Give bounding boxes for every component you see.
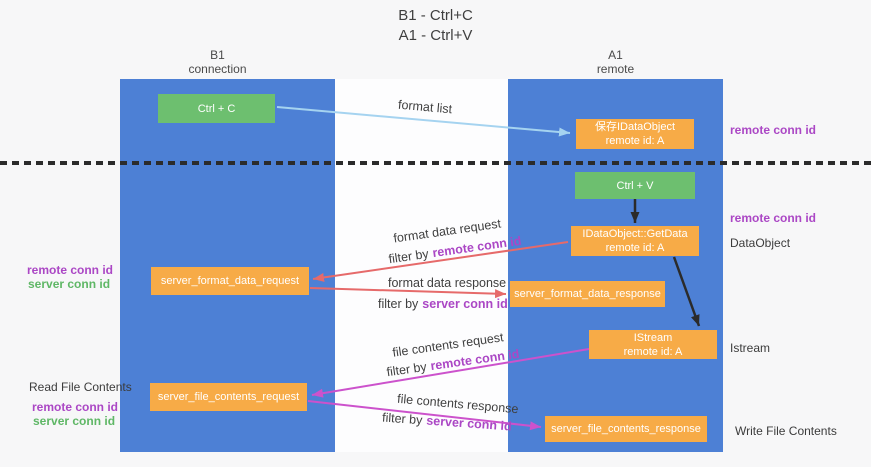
istream-line2: remote id: A [623,345,683,358]
ctrl-v-label: Ctrl + V [616,179,654,192]
right-column-name: A1 [608,48,623,62]
left-remote-conn-id-annotation-2: remote conn id [32,400,119,414]
server-file-contents-response-label: server_file_contents_response [551,423,701,435]
getdata-line1: IDataObject::GetData [582,228,688,240]
left-server-conn-id-annotation-1: server conn id [28,277,111,291]
ctrl-c-label: Ctrl + C [197,102,236,115]
right-remote-conn-id-annotation-1: remote conn id [730,123,817,137]
right-column-subtitle: remote [596,62,635,76]
diagram-title: B1 - Ctrl+C A1 - Ctrl+V [0,6,871,46]
server-format-data-response-box: server_format_data_response [510,281,665,307]
right-remote-conn-id-annotation-2: remote conn id [730,211,817,225]
left-column-header: B1 connection [110,48,325,76]
server-file-contents-response-box: server_file_contents_response [545,416,707,442]
phase-separator-dashed-line [0,161,871,165]
server-format-data-request-box: server_format_data_request [151,267,309,295]
left-column-name: B1 [210,48,225,62]
left-remote-conn-id-annotation-1: remote conn id [27,263,114,277]
right-column-header: A1 remote [508,48,723,76]
title-line-1: B1 - Ctrl+C [398,7,473,24]
server-format-data-request-label: server_format_data_request [160,275,300,287]
ctrl-c-box: Ctrl + C [158,94,275,123]
save-idataobject-line2: remote id: A [605,135,665,147]
istream-box: IStream remote id: A [589,330,717,359]
filter-key-server-conn-id: server conn id [422,297,508,311]
istream-annotation: Istream [730,341,771,355]
istream-line1: IStream [633,331,673,344]
filter-by-server-1: filter by server conn id [378,297,508,311]
left-server-conn-id-annotation-2: server conn id [33,414,116,428]
server-format-data-response-label: server_format_data_response [514,288,661,300]
title-line-2: A1 - Ctrl+V [398,27,473,44]
server-file-contents-request-box: server_file_contents_request [150,383,307,411]
filter-prefix: filter by [381,410,423,428]
save-idataobject-box: 保存IDataObject remote id: A [576,119,694,149]
left-column-subtitle: connection [188,62,247,76]
server-file-contents-request-label: server_file_contents_request [157,391,300,403]
getdata-box: IDataObject::GetData remote id: A [571,226,699,256]
format-data-response-label: format data response [388,276,507,290]
write-file-contents-annotation: Write File Contents [735,424,837,438]
getdata-line2: remote id: A [605,242,665,254]
read-file-contents-annotation: Read File Contents [29,380,132,394]
ctrl-v-box: Ctrl + V [575,172,695,199]
filter-prefix: filter by [378,297,419,311]
dataobject-annotation: DataObject [730,236,791,250]
save-idataobject-line1: 保存IDataObject [594,121,676,133]
